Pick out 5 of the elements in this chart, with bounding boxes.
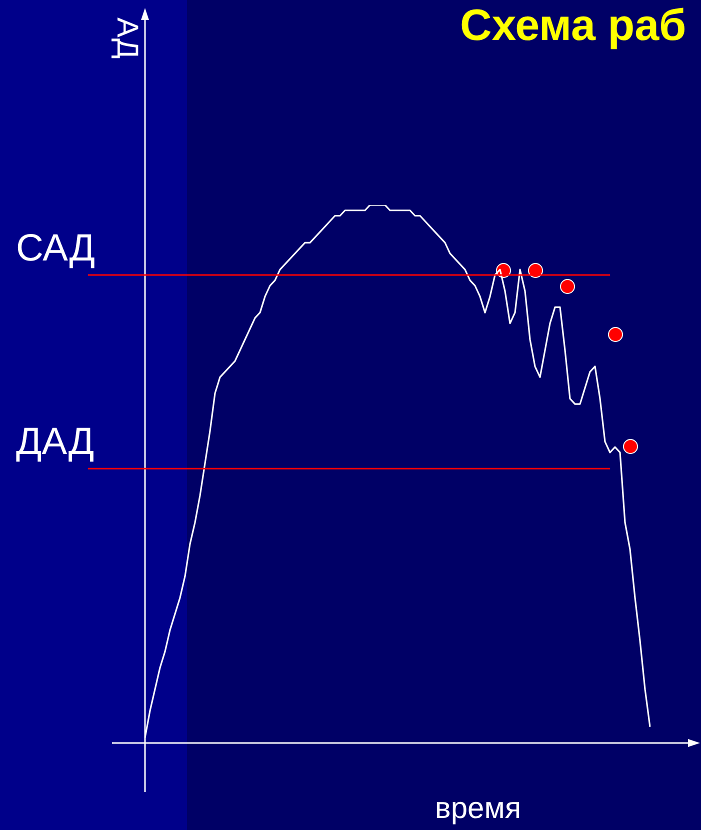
chart-title: Схема раб: [460, 1, 686, 50]
ref-line-label: САД: [16, 227, 96, 270]
x-axis-title: время: [434, 792, 522, 825]
y-axis-title: АД: [110, 17, 144, 59]
ref-line-label: ДАД: [16, 421, 94, 464]
